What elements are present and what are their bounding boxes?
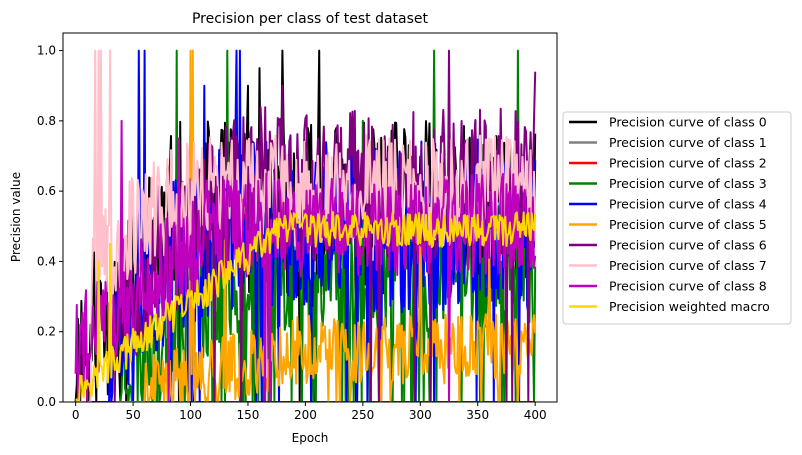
- legend-label-9: Precision weighted macro: [609, 299, 770, 314]
- y-tick-label: 0.2: [37, 325, 56, 339]
- legend-label-6: Precision curve of class 6: [609, 238, 767, 253]
- x-tick-label: 400: [524, 408, 547, 422]
- x-tick-label: 150: [237, 408, 260, 422]
- chart-title: Precision per class of test dataset: [192, 11, 429, 27]
- legend-box: [562, 111, 792, 325]
- x-tick-label: 250: [351, 408, 374, 422]
- plot-lines: [74, 49, 537, 402]
- legend-label-3: Precision curve of class 3: [609, 176, 767, 191]
- y-tick-label: 1.0: [37, 44, 56, 58]
- legend-label-2: Precision curve of class 2: [609, 156, 767, 171]
- y-tick-label: 0.0: [37, 395, 56, 409]
- legend-label-8: Precision curve of class 8: [609, 279, 767, 294]
- x-tick-label: 300: [409, 408, 432, 422]
- y-axis-ticks: 0.0 0.2 0.4 0.6 0.8 1.0: [37, 44, 63, 409]
- legend-label-4: Precision curve of class 4: [609, 197, 767, 212]
- legend-items: Precision curve of class 0 Precision curv…: [569, 115, 770, 314]
- x-axis-ticks: 0 50 100 150 200 250 300 350 400: [72, 402, 547, 422]
- x-axis-label: Epoch: [292, 431, 329, 445]
- series-line-9: [75, 211, 537, 402]
- y-axis-label: Precision value: [9, 172, 23, 262]
- legend-label-0: Precision curve of class 0: [609, 115, 767, 130]
- series-line-5: [75, 49, 537, 402]
- legend-label-1: Precision curve of class 1: [609, 135, 767, 150]
- x-tick-label: 0: [72, 408, 80, 422]
- x-tick-label: 100: [179, 408, 202, 422]
- plot-frame: [62, 32, 558, 403]
- y-tick-label: 0.6: [37, 184, 56, 198]
- legend: Precision curve of class 0 Precision curv…: [562, 111, 792, 325]
- x-tick-label: 350: [466, 408, 489, 422]
- y-tick-label: 0.4: [37, 254, 56, 268]
- y-tick-label: 0.8: [37, 114, 56, 128]
- x-tick-label: 200: [294, 408, 317, 422]
- x-tick-label: 50: [125, 408, 140, 422]
- legend-label-5: Precision curve of class 5: [609, 217, 767, 232]
- legend-label-7: Precision curve of class 7: [609, 258, 767, 273]
